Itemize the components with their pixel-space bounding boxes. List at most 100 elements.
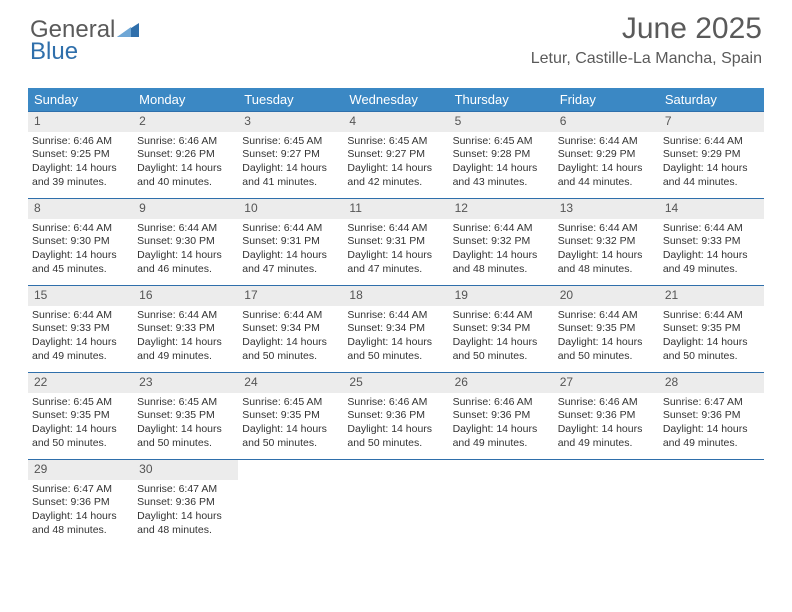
calendar-day: 1 Sunrise: 6:46 AMSunset: 9:25 PMDaylight… [28, 112, 133, 198]
calendar-day: 18 Sunrise: 6:44 AMSunset: 9:34 PMDayligh… [343, 286, 448, 372]
sunrise-line: Sunrise: 6:45 AM [32, 396, 129, 410]
weekday-header: Monday [133, 88, 238, 111]
daylight-line: Daylight: 14 hours and 41 minutes. [242, 162, 339, 189]
sunset-line: Sunset: 9:36 PM [32, 496, 129, 510]
calendar-day: 13Sunrise: 6:44 AMSunset: 9:32 PMDayligh… [554, 199, 659, 285]
weekday-header: Saturday [659, 88, 764, 111]
calendar-day: 22Sunrise: 6:45 AMSunset: 9:35 PMDayligh… [28, 373, 133, 459]
calendar-day: 15Sunrise: 6:44 AMSunset: 9:33 PMDayligh… [28, 286, 133, 372]
daylight-line: Daylight: 14 hours and 50 minutes. [32, 423, 129, 450]
week-row: 29 Sunrise: 6:47 AM Sunset: 9:36 PMDayligh… [28, 459, 764, 546]
sunset-line: Sunset: 9:31 PM [242, 235, 339, 249]
daylight-line: Daylight: 14 hours and 47 minutes. [242, 249, 339, 276]
calendar-day-empty: . [343, 460, 448, 546]
week-row: 15Sunrise: 6:44 AMSunset: 9:33 PMDayligh… [28, 285, 764, 372]
sunset-line: Sunset: 9:35 PM [663, 322, 760, 336]
sunrise-line: Sunrise: 6:44 AM [137, 309, 234, 323]
calendar-day: 16Sunrise: 6:44 AMSunset: 9:33 PMDayligh… [133, 286, 238, 372]
day-number: 4 [343, 112, 448, 132]
calendar-day-empty: . [449, 460, 554, 546]
sunset-line: Sunset: 9:33 PM [32, 322, 129, 336]
sunrise-line: Sunrise: 6:44 AM [558, 135, 655, 149]
daylight-line: Daylight: 14 hours and 50 minutes. [663, 336, 760, 363]
day-number: 27 [554, 373, 659, 393]
day-number: 1 [28, 112, 133, 132]
sunrise-line: Sunrise: 6:45 AM [242, 396, 339, 410]
sunset-line: Sunset: 9:26 PM [137, 148, 234, 162]
sunrise-line: Sunrise: 6:45 AM [453, 135, 550, 149]
sunrise-line: Sunrise: 6:46 AM [32, 135, 129, 149]
daylight-line: Daylight: 14 hours and 50 minutes. [242, 336, 339, 363]
calendar-day: 26Sunrise: 6:46 AMSunset: 9:36 PMDayligh… [449, 373, 554, 459]
sunset-line: Sunset: 9:34 PM [347, 322, 444, 336]
day-number: 8 [28, 199, 133, 219]
sunset-line: Sunset: 9:32 PM [453, 235, 550, 249]
calendar-day: 8Sunrise: 6:44 AMSunset: 9:30 PMDaylight… [28, 199, 133, 285]
day-number: 17 [238, 286, 343, 306]
daylight-line: Daylight: 14 hours and 50 minutes. [347, 336, 444, 363]
sunset-line: Sunset: 9:30 PM [32, 235, 129, 249]
daylight-line: Daylight: 14 hours and 44 minutes. [558, 162, 655, 189]
day-number: 18 [343, 286, 448, 306]
weekday-header: Sunday [28, 88, 133, 111]
day-number: 26 [449, 373, 554, 393]
calendar-day: 9Sunrise: 6:44 AMSunset: 9:30 PMDaylight… [133, 199, 238, 285]
sunrise-line: Sunrise: 6:44 AM [242, 222, 339, 236]
sunset-line: Sunset: 9:29 PM [663, 148, 760, 162]
sunset-line: Sunset: 9:30 PM [137, 235, 234, 249]
sunset-line: Sunset: 9:33 PM [137, 322, 234, 336]
sunrise-line: Sunrise: 6:44 AM [453, 222, 550, 236]
calendar-day: 23Sunrise: 6:45 AMSunset: 9:35 PMDayligh… [133, 373, 238, 459]
calendar-day: 30Sunrise: 6:47 AMSunset: 9:36 PMDayligh… [133, 460, 238, 546]
sunset-line: Sunset: 9:29 PM [558, 148, 655, 162]
daylight-line: Daylight: 14 hours and 49 minutes. [558, 423, 655, 450]
weeks-container: 1Sunrise: 6:46 AMSunset: 9:25 PMDaylight… [28, 111, 764, 546]
sunset-line: Sunset: 9:33 PM [663, 235, 760, 249]
sunset-line: Sunset: 9:25 PM [32, 148, 129, 162]
day-number: 11 [343, 199, 448, 219]
sunrise-line: Sunrise: 6:44 AM [242, 309, 339, 323]
day-number: 29 [28, 460, 133, 480]
header: General Blue June 2025 Letur, Castille-L… [0, 0, 792, 80]
sunset-line: Sunset: 9:35 PM [242, 409, 339, 423]
calendar-day: 24Sunrise: 6:45 AMSunset: 9:35 PMDayligh… [238, 373, 343, 459]
calendar: SundayMondayTuesdayWednesdayThursdayFrid… [28, 88, 764, 546]
sunset-line: Sunset: 9:35 PM [558, 322, 655, 336]
sunrise-line: Sunrise: 6:46 AM [347, 396, 444, 410]
daylight-line: Daylight: 14 hours and 49 minutes. [663, 249, 760, 276]
sunset-line: Sunset: 9:34 PM [242, 322, 339, 336]
weekday-header: Wednesday [343, 88, 448, 111]
daylight-line: Daylight: 14 hours and 48 minutes. [32, 510, 129, 537]
sunrise-line: Sunrise: 6:44 AM [137, 222, 234, 236]
sunrise-line: Sunrise: 6:47 AM [137, 483, 234, 497]
sunrise-line: Sunrise: 6:44 AM [347, 309, 444, 323]
day-number: 30 [133, 460, 238, 480]
calendar-day: 14Sunrise: 6:44 AMSunset: 9:33 PMDayligh… [659, 199, 764, 285]
sunrise-line: Sunrise: 6:46 AM [137, 135, 234, 149]
weekday-header: Tuesday [238, 88, 343, 111]
sunrise-line: Sunrise: 6:46 AM [558, 396, 655, 410]
logo: General Blue [30, 18, 139, 64]
daylight-line: Daylight: 14 hours and 39 minutes. [32, 162, 129, 189]
day-number: 14 [659, 199, 764, 219]
sunset-line: Sunset: 9:28 PM [453, 148, 550, 162]
calendar-day: 17 Sunrise: 6:44 AMSunset: 9:34 PMDayligh… [238, 286, 343, 372]
daylight-line: Daylight: 14 hours and 49 minutes. [32, 336, 129, 363]
sunrise-line: Sunrise: 6:44 AM [347, 222, 444, 236]
day-number: 13 [554, 199, 659, 219]
sunrise-line: Sunrise: 6:44 AM [663, 135, 760, 149]
daylight-line: Daylight: 14 hours and 50 minutes. [347, 423, 444, 450]
daylight-line: Daylight: 14 hours and 49 minutes. [137, 336, 234, 363]
calendar-day: 3Sunrise: 6:45 AMSunset: 9:27 PMDaylight… [238, 112, 343, 198]
daylight-line: Daylight: 14 hours and 48 minutes. [558, 249, 655, 276]
calendar-day-empty: . [238, 460, 343, 546]
daylight-line: Daylight: 14 hours and 44 minutes. [663, 162, 760, 189]
daylight-line: Daylight: 14 hours and 49 minutes. [453, 423, 550, 450]
day-number: 9 [133, 199, 238, 219]
calendar-day: 28Sunrise: 6:47 AMSunset: 9:36 PMDayligh… [659, 373, 764, 459]
sunrise-line: Sunrise: 6:47 AM [663, 396, 760, 410]
week-row: 22Sunrise: 6:45 AMSunset: 9:35 PMDayligh… [28, 372, 764, 459]
day-number: 10 [238, 199, 343, 219]
day-number: 2 [133, 112, 238, 132]
sunrise-line: Sunrise: 6:44 AM [453, 309, 550, 323]
